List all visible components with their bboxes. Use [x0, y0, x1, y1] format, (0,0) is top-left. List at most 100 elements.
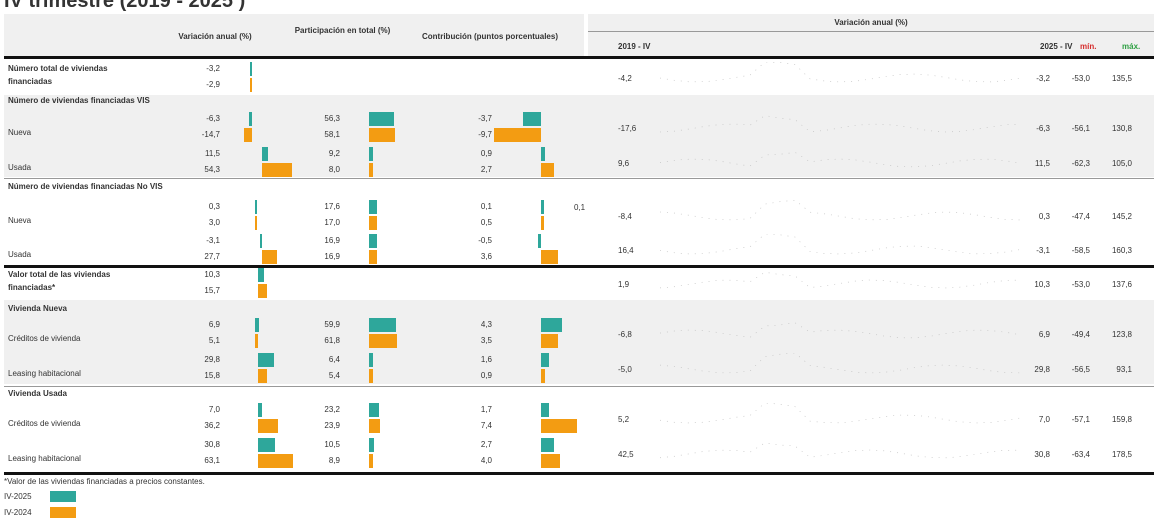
min-value: -53,0	[1071, 74, 1090, 83]
legend-swatch-2025	[50, 491, 76, 502]
var-bar	[262, 250, 278, 264]
part-bar	[369, 454, 373, 468]
sparkline	[659, 234, 1021, 255]
header-contribucion: Contribución (puntos porcentuales)	[422, 32, 558, 41]
start-value: -8,4	[618, 212, 632, 221]
header-variacion: Variación anual (%)	[178, 32, 252, 41]
section-nueva: Vivienda Nueva	[8, 304, 67, 313]
var-value: 10,3	[204, 270, 220, 279]
var-value: -2,9	[206, 80, 220, 89]
row-label: Leasing habitacional	[8, 454, 81, 463]
contrib-value: 7,4	[480, 421, 492, 430]
end-value: 0,3	[1038, 212, 1050, 221]
contrib-bar	[541, 318, 562, 332]
rule-top	[4, 56, 1154, 59]
var-value: 36,2	[204, 421, 220, 430]
var-value: 30,8	[204, 440, 220, 449]
start-value: 9,6	[618, 159, 630, 168]
start-value: 42,5	[618, 450, 634, 459]
contrib-bar	[541, 250, 559, 264]
var-value: 29,8	[204, 355, 220, 364]
var-bar	[258, 284, 267, 298]
var-bar	[262, 163, 292, 177]
section-usada: Vivienda Usada	[8, 389, 67, 398]
band-vis	[4, 95, 1154, 177]
max-value: 135,5	[1111, 74, 1132, 83]
contrib-value: 3,6	[480, 252, 492, 261]
var-bar	[255, 318, 259, 332]
row-label: Créditos de vivienda	[8, 419, 81, 428]
max-value: 160,3	[1111, 246, 1132, 255]
sparkline	[659, 322, 1021, 339]
contrib-bar	[523, 112, 541, 126]
end-value: 29,8	[1034, 365, 1050, 374]
sparkline-trace	[659, 115, 1021, 133]
var-bar	[258, 419, 278, 433]
start-value: -4,2	[618, 74, 632, 83]
end-value: 30,8	[1034, 450, 1050, 459]
rule-bottom	[4, 472, 1154, 475]
sparkline-trace	[659, 353, 1021, 374]
sparkline-trace	[659, 234, 1021, 255]
part-bar	[369, 234, 377, 248]
max-value: 137,6	[1111, 280, 1132, 289]
part-value: 17,0	[324, 218, 340, 227]
var-bar	[262, 147, 269, 161]
min-value: -49,4	[1071, 330, 1090, 339]
header-min: mín.	[1080, 42, 1097, 51]
row-label: Nueva	[8, 128, 32, 137]
part-value: 5,4	[328, 371, 340, 380]
var-bar	[255, 200, 257, 214]
var-bar	[255, 334, 258, 348]
min-value: -47,4	[1071, 212, 1090, 221]
contrib-bar	[538, 234, 541, 248]
contrib-value: -9,7	[478, 130, 492, 139]
part-bar	[369, 369, 373, 383]
min-value: -58,5	[1071, 246, 1090, 255]
part-value: 58,1	[324, 130, 340, 139]
sparkline	[659, 442, 1021, 459]
legend-swatch-2024	[50, 507, 76, 518]
sparkline-trace	[659, 200, 1021, 221]
sparkline	[659, 151, 1021, 168]
legend-label-2024: IV-2024	[4, 508, 32, 517]
part-bar	[369, 334, 397, 348]
contrib-bar	[541, 438, 554, 452]
var-bar	[248, 112, 252, 126]
part-value: 16,9	[324, 252, 340, 261]
part-value: 8,0	[328, 165, 340, 174]
part-value: 6,4	[328, 355, 340, 364]
max-value: 130,8	[1111, 124, 1132, 133]
section-novis: Número de viviendas financiadas No VIS	[8, 182, 163, 191]
part-value: 16,9	[324, 236, 340, 245]
end-value: -3,2	[1036, 74, 1050, 83]
var-bar	[258, 403, 262, 417]
contrib-bar	[541, 147, 546, 161]
part-value: 61,8	[324, 336, 340, 345]
part-bar	[369, 353, 373, 367]
end-value: 6,9	[1038, 330, 1050, 339]
min-value: -62,3	[1071, 159, 1090, 168]
var-value: 5,1	[208, 336, 220, 345]
var-bar	[250, 78, 252, 92]
sparkline-trace	[659, 271, 1021, 289]
start-value: 5,2	[618, 415, 630, 424]
rule-mid	[4, 265, 1154, 268]
part-bar	[369, 250, 377, 264]
var-value: 15,8	[204, 371, 220, 380]
var-value: 54,3	[204, 165, 220, 174]
end-value: -6,3	[1036, 124, 1050, 133]
row-label: Usada	[8, 250, 32, 259]
start-value: -17,6	[618, 124, 637, 133]
header-participacion: Participación en total (%)	[294, 26, 391, 35]
sparkline-trace	[659, 442, 1021, 459]
legend-label-2025: IV-2025	[4, 492, 32, 501]
sparkline	[659, 62, 1021, 83]
page-title: IV trimestre (2019 - 2025 )	[4, 0, 246, 12]
row-label: Leasing habitacional	[8, 369, 81, 378]
max-value: 159,8	[1111, 415, 1132, 424]
contrib-value: 0,5	[480, 218, 492, 227]
part-bar	[369, 403, 380, 417]
end-value: -3,1	[1036, 246, 1050, 255]
contrib-bar	[541, 454, 561, 468]
